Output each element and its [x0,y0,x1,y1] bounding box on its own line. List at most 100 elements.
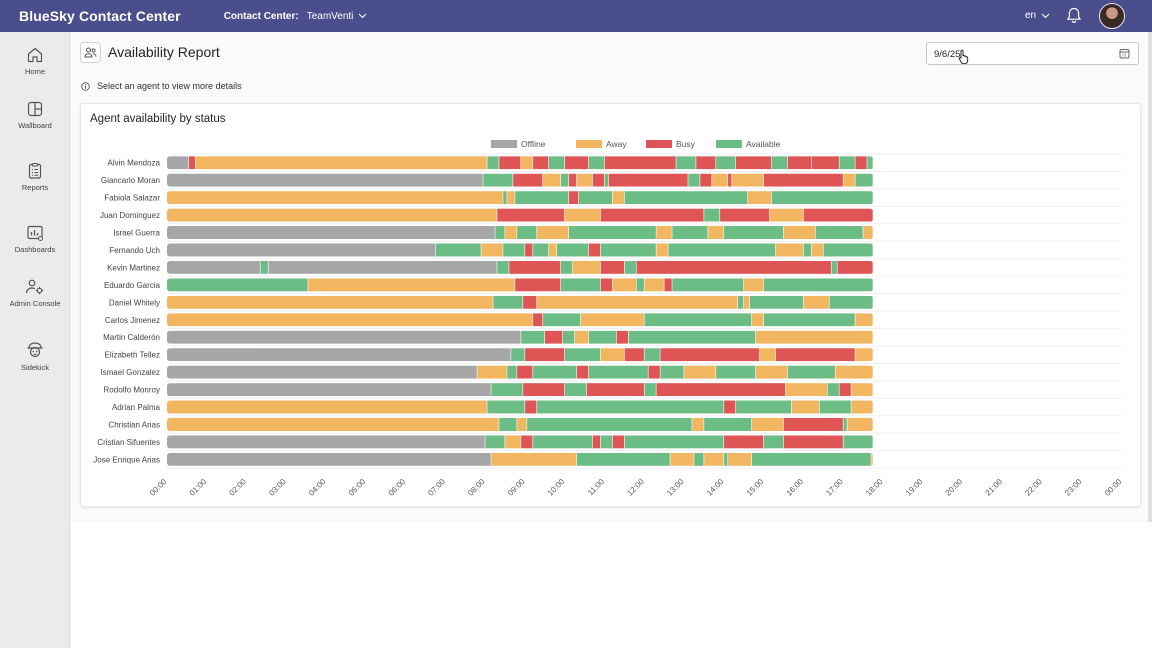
agent-label[interactable]: Giancarlo Moran [101,176,160,185]
sidebar-item-home[interactable]: Home [0,46,70,76]
status-segment-offline[interactable] [167,156,189,170]
status-segment-busy[interactable] [533,313,543,327]
status-segment-available[interactable] [487,400,525,414]
status-segment-available[interactable] [483,173,513,187]
status-segment-busy[interactable] [736,156,772,170]
status-segment-available[interactable] [527,417,692,431]
agent-bar[interactable] [167,400,873,414]
status-segment-available[interactable] [503,243,525,257]
status-segment-available[interactable] [604,173,609,187]
status-segment-available[interactable] [515,191,569,205]
status-segment-away[interactable] [477,365,507,379]
status-segment-away[interactable] [644,278,664,292]
status-segment-available[interactable] [576,452,670,466]
status-segment-busy[interactable] [696,156,716,170]
status-segment-busy[interactable] [588,243,601,257]
status-segment-away[interactable] [863,226,873,240]
status-segment-away[interactable] [600,348,625,362]
agent-bar[interactable] [167,243,873,257]
agent-label[interactable]: Eduardo Garcia [104,281,161,290]
date-picker-input[interactable]: 9/6/25 [926,42,1139,65]
status-segment-away[interactable] [308,278,515,292]
status-segment-available[interactable] [672,226,708,240]
status-segment-available[interactable] [560,173,569,187]
status-segment-available[interactable] [435,243,481,257]
agent-label[interactable]: Fernando Uch [109,246,160,255]
status-segment-busy[interactable] [499,156,521,170]
agent-bar[interactable] [167,313,873,327]
contact-center-selector[interactable]: TeamVenti [307,11,368,22]
status-segment-busy[interactable] [568,191,579,205]
agent-bar[interactable] [167,295,873,309]
agent-bar[interactable] [167,226,873,240]
status-segment-available[interactable] [578,191,613,205]
agent-bar[interactable] [167,260,873,274]
status-segment-busy[interactable] [517,365,533,379]
status-segment-away[interactable] [855,348,873,362]
user-avatar[interactable] [1099,3,1125,29]
status-segment-busy[interactable] [513,173,543,187]
status-segment-available[interactable] [167,278,308,292]
status-segment-available[interactable] [644,313,752,327]
status-segment-available[interactable] [763,435,784,449]
status-segment-busy[interactable] [533,156,549,170]
status-segment-busy[interactable] [545,330,563,344]
status-segment-available[interactable] [815,226,863,240]
status-segment-away[interactable] [543,173,561,187]
agent-label[interactable]: Rodolfo Monroy [104,386,160,395]
agent-label[interactable]: Israel Guerra [113,229,160,238]
status-segment-away[interactable] [537,295,738,309]
status-segment-busy[interactable] [648,365,660,379]
scrollbar[interactable] [1148,32,1152,522]
status-segment-away[interactable] [572,260,601,274]
status-segment-away[interactable] [564,208,601,222]
status-segment-away[interactable] [783,226,816,240]
status-segment-busy[interactable] [586,383,644,397]
status-segment-available[interactable] [668,243,776,257]
agent-bar[interactable] [167,452,873,466]
status-segment-available[interactable] [749,295,804,309]
status-segment-busy[interactable] [604,156,676,170]
status-segment-away[interactable] [656,226,672,240]
agent-label[interactable]: Martin Calderón [103,333,160,342]
status-segment-away[interactable] [167,313,533,327]
status-segment-busy[interactable] [660,348,760,362]
status-segment-busy[interactable] [855,156,867,170]
status-segment-away[interactable] [656,243,668,257]
status-segment-available[interactable] [867,156,873,170]
sidebar-item-wallboard[interactable]: Wallboard [0,100,70,130]
status-segment-available[interactable] [724,226,784,240]
agent-label[interactable]: Carlos Jimenez [105,316,160,325]
status-segment-busy[interactable] [600,260,625,274]
agent-bar[interactable] [167,191,873,205]
status-segment-available[interactable] [533,243,549,257]
status-segment-available[interactable] [829,295,873,309]
status-segment-busy[interactable] [839,383,851,397]
status-segment-away[interactable] [521,156,533,170]
status-segment-busy[interactable] [600,208,704,222]
status-segment-busy[interactable] [188,156,196,170]
status-segment-available[interactable] [763,278,873,292]
status-segment-available[interactable] [497,260,509,274]
status-segment-offline[interactable] [268,260,497,274]
status-segment-away[interactable] [505,435,521,449]
status-segment-away[interactable] [517,417,527,431]
status-segment-busy[interactable] [525,400,537,414]
status-segment-away[interactable] [167,208,497,222]
status-segment-away[interactable] [612,278,636,292]
status-segment-away[interactable] [732,173,764,187]
status-segment-busy[interactable] [700,173,712,187]
status-segment-offline[interactable] [167,383,491,397]
status-segment-busy[interactable] [600,278,613,292]
status-segment-available[interactable] [568,226,656,240]
status-segment-available[interactable] [588,330,617,344]
status-segment-offline[interactable] [167,173,483,187]
agent-label[interactable]: Daniel Whitely [109,298,160,307]
status-segment-busy[interactable] [724,435,764,449]
status-segment-available[interactable] [823,243,873,257]
status-segment-away[interactable] [574,330,589,344]
status-segment-available[interactable] [499,417,517,431]
status-segment-available[interactable] [676,156,696,170]
status-segment-available[interactable] [517,226,537,240]
status-segment-away[interactable] [751,417,784,431]
